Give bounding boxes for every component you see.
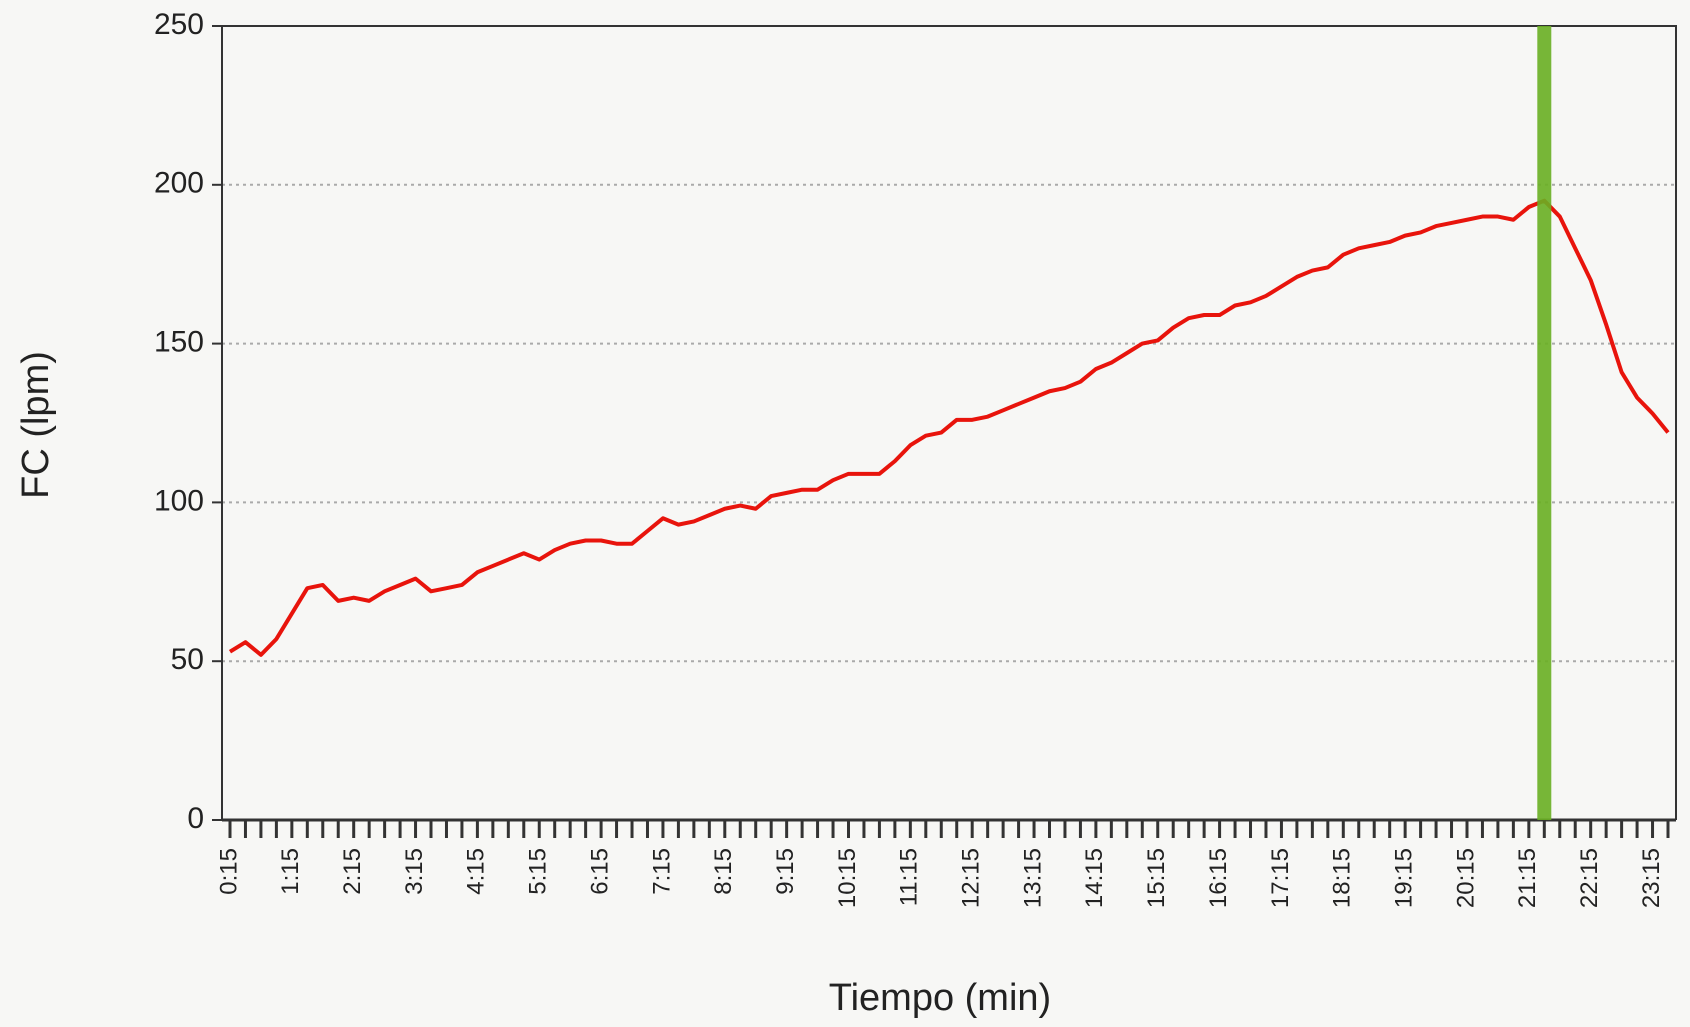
x-tick-label: 0:15	[215, 848, 242, 895]
y-tick-label: 250	[154, 8, 204, 41]
x-tick-label: 8:15	[710, 848, 737, 895]
x-axis-title: Tiempo (min)	[829, 977, 1051, 1019]
y-tick-label: 100	[154, 484, 204, 517]
x-tick-label: 23:15	[1638, 848, 1665, 908]
x-tick-label: 13:15	[1019, 848, 1046, 908]
x-tick-label: 3:15	[401, 848, 428, 895]
x-tick-label: 17:15	[1267, 848, 1294, 908]
x-tick-label: 6:15	[586, 848, 613, 895]
x-tick-label: 14:15	[1081, 848, 1108, 908]
x-tick-label: 15:15	[1143, 848, 1170, 908]
x-tick-label: 9:15	[772, 848, 799, 895]
x-tick-label: 2:15	[339, 848, 366, 895]
x-tick-label: 4:15	[463, 848, 490, 895]
y-tick-label: 50	[171, 643, 204, 676]
x-tick-label: 18:15	[1329, 848, 1356, 908]
x-tick-label: 12:15	[958, 848, 985, 908]
data-line	[228, 198, 1670, 657]
x-tick-label: 21:15	[1514, 848, 1541, 908]
x-tick-label: 1:15	[277, 848, 304, 895]
plot-frame	[221, 25, 1677, 820]
x-tick-label: 16:15	[1205, 848, 1232, 908]
x-tick-label: 7:15	[648, 848, 675, 895]
x-tick-label: 22:15	[1576, 848, 1603, 908]
x-tick-label: 19:15	[1390, 848, 1417, 908]
x-tick-label: 11:15	[896, 848, 923, 906]
y-tick-label: 150	[154, 326, 204, 359]
x-tick-label: 10:15	[834, 848, 861, 908]
x-tick-label: 5:15	[525, 848, 552, 895]
y-axis-title: FC (lpm)	[15, 351, 57, 499]
x-tick-label: 20:15	[1452, 848, 1479, 908]
y-tick-label: 0	[187, 802, 204, 835]
y-tick-label: 200	[154, 167, 204, 200]
